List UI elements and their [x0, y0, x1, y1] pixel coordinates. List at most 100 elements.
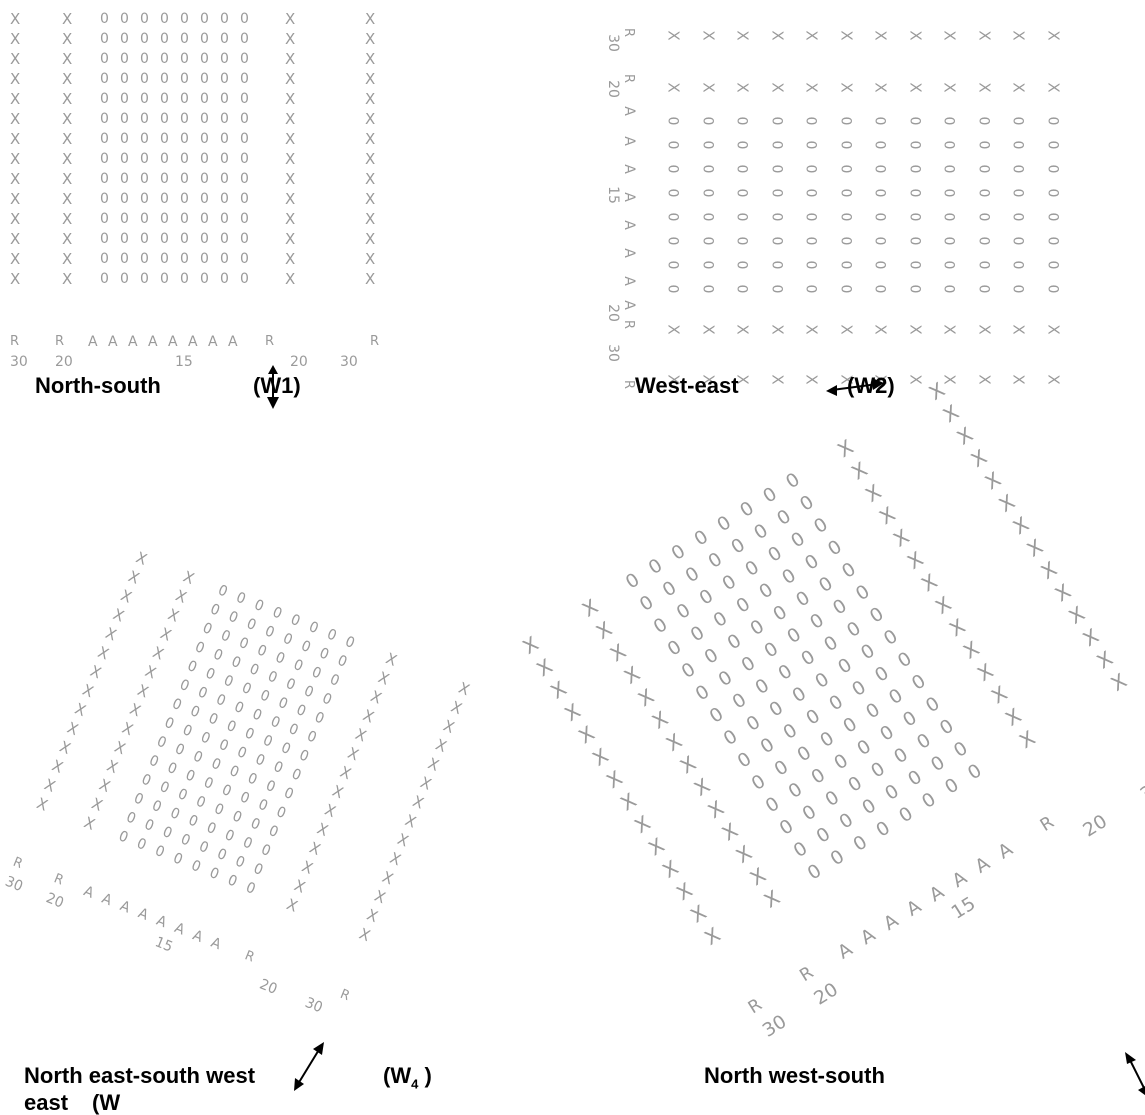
guard-row-symbol: X [731, 840, 757, 869]
spacing-label-outer: 30 [604, 34, 621, 52]
crop-plant-symbol: 0 [844, 772, 867, 798]
guard-row-symbol: X [133, 548, 150, 569]
crop-plant-symbol: 0 [802, 116, 819, 126]
border-label: A [88, 334, 98, 350]
crop-plant-symbol: 0 [157, 778, 172, 798]
crop-plant-symbol: 0 [220, 151, 229, 167]
crop-plant-symbol: 0 [836, 284, 853, 294]
crop-plant-symbol: 0 [220, 231, 229, 247]
guard-row-symbol: X [658, 855, 683, 884]
guard-row-symbol: X [49, 756, 66, 777]
caption-west-east: West-east [635, 373, 739, 398]
guard-row-symbol: X [417, 773, 434, 794]
border-label: A [128, 334, 138, 350]
crop-plant-symbol: 0 [160, 191, 169, 207]
crop-plant-symbol: 0 [210, 646, 226, 665]
guard-row-symbol: X [285, 170, 296, 188]
crop-plant-symbol: 0 [905, 260, 922, 270]
guard-row-symbol: X [285, 70, 296, 88]
crop-plant-symbol: 0 [729, 689, 751, 714]
crop-plant-symbol: 0 [211, 800, 227, 820]
crop-plant-symbol: 0 [974, 116, 991, 126]
border-label: A [971, 853, 994, 878]
caption-w4-code: (W4 ) [383, 1063, 432, 1092]
guard-row-symbol: X [768, 82, 787, 93]
crop-plant-symbol: 0 [678, 658, 700, 684]
crop-plant-symbol: 0 [120, 11, 129, 27]
guard-row-symbol: X [987, 681, 1012, 709]
panel-west-east: X X X X X X X X X X X X X X X X X X X X X X X X 0 0 0 0 0 0 0 0 0 0 0 0 0 0 0 0… [560, 0, 1145, 420]
crop-plant-symbol: 0 [835, 809, 858, 834]
crop-plant-symbol: 0 [160, 211, 169, 227]
crop-plant-symbol: 0 [180, 11, 189, 27]
crop-plant-symbol: 0 [240, 111, 249, 127]
guard-row-symbol: X [966, 444, 992, 473]
guard-row-symbol: X [402, 810, 419, 832]
guard-row-symbol: X [72, 699, 89, 721]
guard-row-symbol: X [952, 422, 978, 451]
crop-plant-symbol: 0 [273, 803, 289, 823]
crop-plant-symbol: 0 [802, 284, 819, 294]
row-mark-label: R [337, 986, 352, 1005]
crop-plant-symbol: 0 [180, 271, 189, 287]
crop-plant-symbol: 0 [801, 550, 823, 576]
crop-plant-symbol: 0 [940, 236, 957, 246]
crop-plant-symbol: 0 [200, 251, 209, 267]
crop-plant-symbol: 0 [776, 815, 798, 840]
guard-row-symbol: X [157, 623, 174, 645]
crop-plant-symbol: 0 [974, 284, 991, 294]
crop-plant-symbol: 0 [733, 212, 750, 222]
crop-plant-symbol: 0 [767, 140, 784, 150]
crop-plant-symbol: 0 [899, 707, 921, 732]
crop-plant-symbol: 0 [918, 788, 940, 814]
row-mark-label: R [1037, 812, 1058, 837]
border-label: A [620, 248, 637, 258]
border-label: A [620, 220, 637, 230]
guard-row-symbol: X [365, 250, 376, 268]
guard-row-symbol: X [285, 230, 296, 248]
crop-plant-symbol: 0 [200, 271, 209, 287]
crop-plant-symbol: 0 [838, 558, 860, 584]
crop-plant-symbol: 0 [160, 91, 169, 107]
border-label: A [99, 890, 115, 910]
crop-plant-symbol: 0 [280, 630, 295, 649]
border-label: A [148, 334, 158, 350]
crop-plant-symbol: 0 [220, 91, 229, 107]
guard-row-symbol: X [906, 82, 925, 93]
crop-plant-symbol: 0 [1009, 140, 1026, 150]
crop-plant-symbol: 0 [698, 116, 715, 126]
crop-plant-symbol: 0 [767, 116, 784, 126]
guard-row-symbol: X [768, 374, 787, 385]
crop-plant-symbol: 0 [169, 695, 184, 715]
border-label: A [117, 897, 133, 917]
guard-row-symbol: X [291, 876, 308, 897]
border-label: A [108, 334, 118, 350]
crop-plant-symbol: 0 [1043, 284, 1060, 294]
crop-plant-symbol: 0 [681, 563, 704, 588]
guard-row-symbol: X [64, 718, 81, 740]
crop-plant-symbol: 0 [767, 164, 784, 174]
crop-plant-symbol: 0 [257, 687, 272, 706]
crop-plant-symbol: 0 [853, 736, 876, 761]
guard-row-symbol: X [630, 810, 655, 839]
guard-row-symbol: X [56, 737, 74, 759]
guard-row-symbol: X [1044, 30, 1063, 41]
guard-row-symbol: X [285, 50, 296, 68]
spacing-label-outer: 30 [759, 1011, 791, 1043]
guard-row-symbol: X [394, 829, 412, 851]
crop-plant-symbol: 0 [200, 619, 215, 639]
guard-row-symbol: X [180, 567, 197, 589]
crop-plant-symbol: 0 [645, 555, 667, 580]
crop-plant-symbol: 0 [312, 709, 327, 728]
crop-plant-symbol: 0 [180, 721, 195, 741]
guard-row-symbol: X [1064, 601, 1090, 630]
guard-row-symbol: X [1009, 30, 1028, 41]
guard-row-symbol: X [1044, 324, 1063, 335]
crop-plant-symbol: 0 [243, 879, 258, 898]
crop-plant-symbol: 0 [240, 231, 249, 247]
guard-row-symbol: X [134, 680, 152, 702]
guard-row-symbol: X [329, 781, 346, 803]
crop-plant-symbol: 0 [659, 577, 681, 602]
crop-plant-symbol: 0 [687, 622, 709, 647]
crop-plant-symbol: 0 [200, 11, 209, 27]
